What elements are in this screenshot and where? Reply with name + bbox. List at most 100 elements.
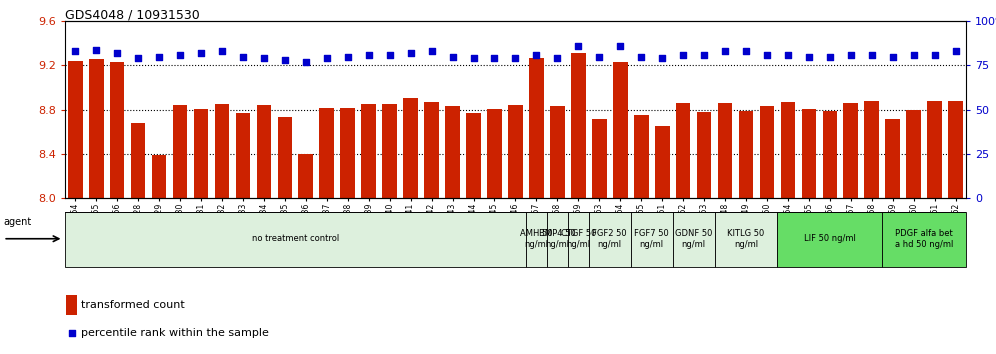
Text: agent: agent <box>3 217 32 227</box>
Bar <box>529 58 544 198</box>
Bar <box>130 123 145 198</box>
Point <box>319 56 335 61</box>
Point <box>550 56 566 61</box>
Bar <box>110 62 124 198</box>
Bar <box>320 108 334 198</box>
Point <box>508 56 524 61</box>
Point <box>864 52 879 58</box>
Bar <box>697 112 711 198</box>
Bar <box>341 108 355 198</box>
Point <box>340 54 356 59</box>
Bar <box>547 212 568 267</box>
Bar <box>362 104 376 198</box>
Bar <box>550 107 565 198</box>
Bar <box>633 115 648 198</box>
Bar <box>445 107 460 198</box>
Bar <box>487 109 502 198</box>
Text: FGF2 50
ng/ml: FGF2 50 ng/ml <box>593 229 627 249</box>
Bar <box>299 154 313 198</box>
Point <box>381 52 397 58</box>
Bar <box>403 98 418 198</box>
Point <box>905 52 921 58</box>
Point <box>822 54 838 59</box>
Bar <box>654 126 669 198</box>
Point <box>68 48 84 54</box>
Point <box>571 43 587 49</box>
Bar <box>927 101 942 198</box>
Point <box>465 56 481 61</box>
Bar <box>67 295 77 315</box>
Bar <box>714 212 778 267</box>
Bar <box>214 104 229 198</box>
Text: BMP4 50
ng/ml: BMP4 50 ng/ml <box>539 229 576 249</box>
Point <box>780 52 796 58</box>
Bar <box>718 103 732 198</box>
Point <box>402 50 418 56</box>
Bar <box>844 103 859 198</box>
Point <box>110 50 125 56</box>
Text: GDNF 50
ng/ml: GDNF 50 ng/ml <box>675 229 712 249</box>
Point <box>696 52 712 58</box>
Point <box>843 52 859 58</box>
Point <box>801 54 817 59</box>
Bar <box>571 53 586 198</box>
Text: LIF 50 ng/ml: LIF 50 ng/ml <box>804 234 856 243</box>
Bar <box>193 109 208 198</box>
Bar <box>802 109 817 198</box>
Point <box>214 48 230 54</box>
Text: AMH 50
ng/ml: AMH 50 ng/ml <box>520 229 553 249</box>
Point <box>529 52 545 58</box>
Point <box>235 54 251 59</box>
Bar <box>592 119 607 198</box>
Bar <box>781 102 795 198</box>
Bar <box>466 113 481 198</box>
Text: CTGF 50
ng/ml: CTGF 50 ng/ml <box>561 229 596 249</box>
Point <box>277 57 293 63</box>
Point <box>486 56 502 61</box>
Point <box>717 48 733 54</box>
Bar <box>882 212 966 267</box>
Bar <box>508 105 523 198</box>
Text: transformed count: transformed count <box>81 300 184 310</box>
Text: no treatment control: no treatment control <box>252 234 339 243</box>
Point <box>361 52 376 58</box>
Point <box>613 43 628 49</box>
Bar <box>68 61 83 198</box>
Bar <box>589 212 630 267</box>
Point <box>759 52 775 58</box>
Bar <box>151 155 166 198</box>
Bar <box>278 118 292 198</box>
Point <box>675 52 691 58</box>
Point <box>64 330 80 336</box>
Bar <box>778 212 882 267</box>
Bar <box>739 111 753 198</box>
Point <box>926 52 942 58</box>
Point <box>633 54 649 59</box>
Bar <box>424 102 439 198</box>
Bar <box>172 105 187 198</box>
Point <box>884 54 900 59</box>
Bar <box>613 62 627 198</box>
Bar <box>760 107 774 198</box>
Point <box>130 56 146 61</box>
Bar <box>948 101 963 198</box>
Point <box>947 48 963 54</box>
Bar <box>630 212 672 267</box>
Bar <box>865 101 879 198</box>
Bar <box>257 105 271 198</box>
Bar <box>526 212 547 267</box>
Bar <box>382 104 397 198</box>
Point <box>172 52 188 58</box>
Point <box>193 50 209 56</box>
Bar <box>906 110 921 198</box>
Bar <box>65 212 526 267</box>
Point <box>298 59 314 65</box>
Bar <box>568 212 589 267</box>
Point <box>151 54 167 59</box>
Point <box>423 48 439 54</box>
Bar <box>672 212 714 267</box>
Point <box>89 47 105 52</box>
Point <box>738 48 754 54</box>
Bar <box>885 119 900 198</box>
Text: FGF7 50
ng/ml: FGF7 50 ng/ml <box>634 229 669 249</box>
